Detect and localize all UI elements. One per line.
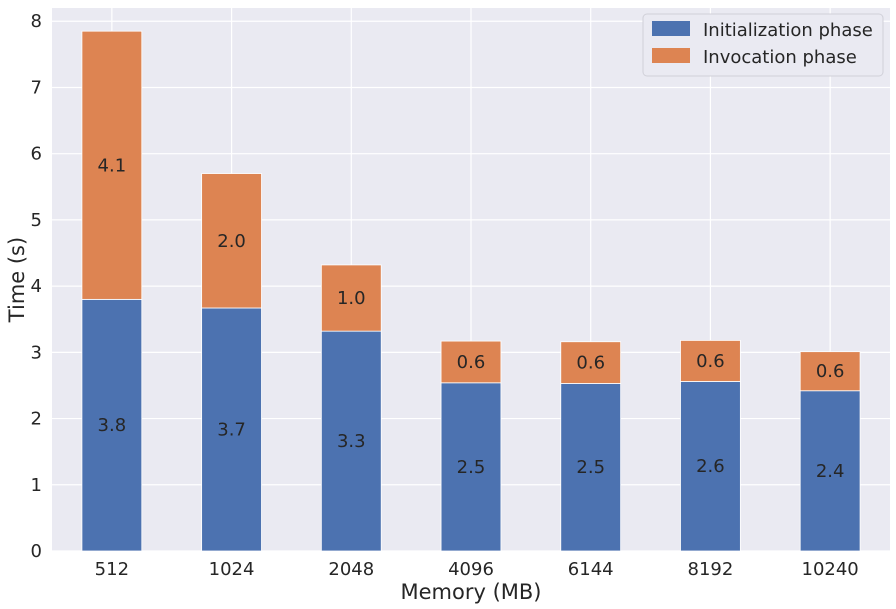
x-tick-label: 10240 (802, 559, 859, 580)
bar-value-label: 2.4 (816, 461, 845, 482)
bar-value-label: 4.1 (98, 155, 127, 176)
y-tick-label: 4 (31, 276, 42, 297)
y-tick-label: 6 (31, 144, 42, 165)
bar-value-label: 1.0 (337, 288, 366, 309)
y-tick-label: 3 (31, 342, 42, 363)
bar-value-label: 2.0 (217, 231, 246, 252)
x-tick-label: 8192 (688, 559, 734, 580)
y-axis-ticks: 0 1 2 3 4 5 6 7 8 (31, 11, 42, 562)
bar-value-label: 2.6 (696, 456, 725, 477)
bar-value-label: 3.7 (217, 419, 246, 440)
y-tick-label: 0 (31, 541, 42, 562)
x-axis-ticks: 512 1024 2048 4096 6144 8192 10240 (95, 559, 859, 580)
bar-value-label: 0.6 (696, 351, 725, 372)
y-tick-label: 2 (31, 409, 42, 430)
legend-label-initialization: Initialization phase (703, 20, 873, 41)
bar-value-label: 3.8 (98, 415, 127, 436)
bar-value-label: 2.5 (576, 457, 605, 478)
legend-swatch-invocation (652, 48, 690, 63)
bar-value-label: 0.6 (576, 353, 605, 374)
legend-label-invocation: Invocation phase (703, 47, 857, 68)
x-tick-label: 512 (95, 559, 129, 580)
x-tick-label: 6144 (568, 559, 614, 580)
y-tick-label: 8 (31, 11, 42, 32)
y-axis-label: Time (s) (5, 237, 29, 323)
legend-swatch-initialization (652, 21, 690, 36)
bar-value-label: 0.6 (816, 361, 845, 382)
y-tick-label: 7 (31, 77, 42, 98)
bar-value-label: 2.5 (457, 457, 486, 478)
x-tick-label: 1024 (209, 559, 255, 580)
legend: Initialization phase Invocation phase (643, 14, 883, 76)
x-tick-label: 2048 (328, 559, 374, 580)
y-tick-label: 1 (31, 475, 42, 496)
bar-value-label: 0.6 (457, 352, 486, 373)
bar-value-label: 3.3 (337, 431, 366, 452)
x-axis-label: Memory (MB) (401, 580, 542, 604)
y-tick-label: 5 (31, 210, 42, 231)
x-tick-label: 4096 (448, 559, 494, 580)
